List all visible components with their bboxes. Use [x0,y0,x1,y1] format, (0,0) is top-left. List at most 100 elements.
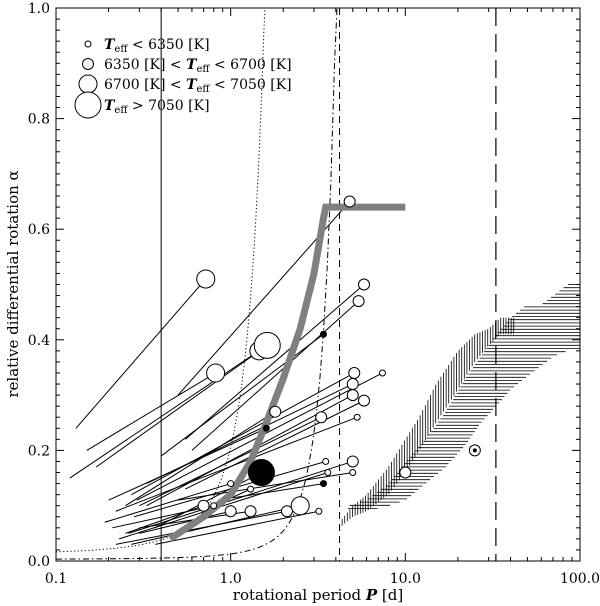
star-marker [324,469,332,477]
legend-label-part: eff [197,84,211,95]
star-marker [269,405,282,418]
star-marker [262,424,270,432]
legend-label: 6700 [K] < Teff < 7050 [K] [104,77,292,95]
legend-label-part: > 7050 [K] [127,98,209,114]
star-marker [280,505,293,518]
star-track-line [184,284,365,440]
star-marker [247,459,275,487]
legend-entry: 6350 [K] < Teff < 6700 [K] [82,57,292,75]
star-marker [319,480,327,488]
legend-marker [84,40,92,48]
star-track-line [95,344,268,468]
star-marker [224,505,237,518]
star-marker [358,278,371,291]
star-marker [315,411,328,424]
star-track-line [125,505,204,534]
star-track-line [155,510,319,545]
star-marker [353,413,361,421]
star-track-line [115,416,358,512]
legend-label-part: 6700 [K] < [104,77,186,93]
star-marker [196,269,216,289]
plot-area [56,8,580,561]
legend-label-part: T [104,98,116,114]
legend-entry: Teff > 7050 [K] [74,91,210,119]
star-track-line [178,472,353,501]
star-track-line [185,400,365,490]
x-tick-label: 0.1 [45,571,67,587]
star-track-line [218,483,324,501]
legend-marker [74,91,102,119]
legend-label-part: eff [114,105,128,116]
horizontal-hatch-band [348,284,580,509]
x-axis-label: rotational period P [d] [233,586,403,604]
legend-entry: Teff < 6350 [K] [84,37,210,55]
y-tick-label: 1.0 [28,1,50,17]
y-tick-label: 0.4 [28,333,50,349]
star-marker [349,469,357,477]
y-tick-label: 0.2 [28,443,50,459]
star-marker [378,369,386,377]
star-track-line [104,483,231,523]
star-marker [253,331,281,359]
dashdot-curve [56,8,338,560]
star-marker [346,455,359,468]
star-track-line [131,505,301,545]
star-track-line [128,460,353,534]
star-marker [346,378,359,391]
star-track-line [160,333,324,457]
legend-label: Teff < 6350 [K] [104,37,210,55]
legend-label: 6350 [K] < Teff < 6700 [K] [104,57,292,75]
thick-gray-curve [168,203,406,542]
star-marker [244,505,257,518]
star-marker [348,366,361,379]
star-track-line [131,372,355,496]
star-track-line [115,510,288,545]
star-track-line [191,300,359,451]
star-marker [352,295,365,308]
legend-label-part: T [186,77,198,93]
star-marker [210,502,218,510]
legend-label-part: T [104,37,116,53]
star-track-line [108,427,267,501]
star-marker [247,485,255,493]
legend-label: Teff > 7050 [K] [104,98,210,116]
star-track-line [112,505,214,529]
legend-label-part: T [186,57,198,73]
star-marker [315,507,323,515]
legend-entry: 6700 [K] < Teff < 7050 [K] [78,74,292,95]
star-marker [290,496,310,516]
star-marker [399,466,412,479]
star-track-line [155,472,262,529]
star-track-line [139,510,231,534]
star-track-line [75,278,207,429]
y-tick-label: 0.6 [28,222,50,238]
legend-label-part: eff [114,44,128,55]
star-marker [197,499,210,512]
legend-label-part: < 7050 [K] [210,77,292,93]
legend-marker [82,58,94,70]
y-tick-label: 0.0 [28,554,50,570]
star-track-line [119,472,328,540]
y-tick-label: 0.8 [28,112,50,128]
star-marker [227,480,235,488]
star-marker [206,363,226,383]
star-marker [322,457,330,465]
legend-label-part: 6350 [K] < [104,57,186,73]
star-track-line [86,372,216,451]
star-marker [358,394,371,407]
star-marker-dot [472,448,477,453]
legend-label-part: < 6700 [K] [210,57,292,73]
legend: Teff < 6350 [K] 6350 [K] < Teff < 6700 [K… [74,37,292,119]
star-marker [319,330,327,338]
star-track-line [139,416,322,507]
x-tick-label: 100.0 [560,571,600,587]
dotted-curve [56,8,266,553]
star-marker [343,195,356,208]
y-axis-label: relative differential rotation α [4,170,22,397]
x-tick-label: 1.0 [220,571,242,587]
vertical-hatch-band [341,317,515,526]
legend-label-part: < 6350 [K] [127,37,209,53]
legend-label-part: eff [197,64,211,75]
axis-ticks: 0.1 1.0 10.0 100.0 0.0 0.2 0.4 0.6 0.8 1.0 [28,1,600,587]
